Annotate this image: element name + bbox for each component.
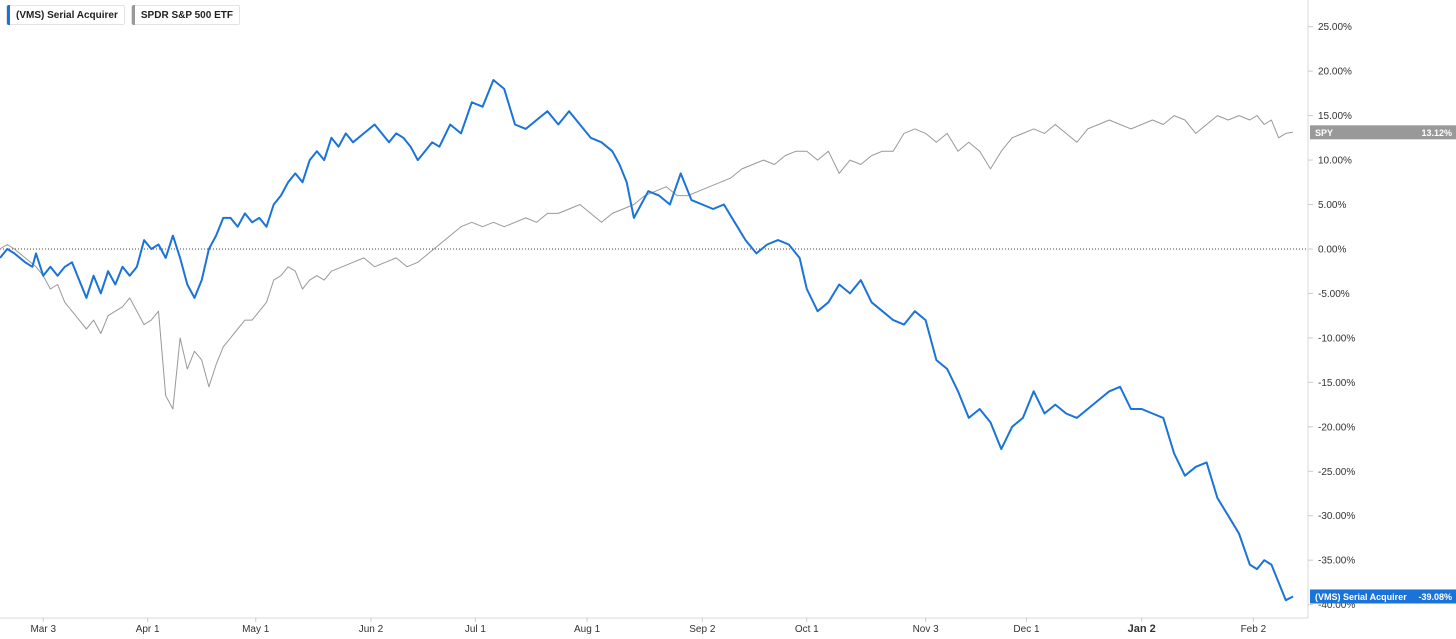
- legend-item-vms[interactable]: (VMS) Serial Acquirer: [6, 5, 125, 25]
- y-tick-label: -20.00%: [1318, 422, 1355, 433]
- y-tick-label: -35.00%: [1318, 556, 1355, 567]
- legend-label-spy: SPDR S&P 500 ETF: [140, 9, 233, 21]
- y-tick-label: 0.00%: [1318, 244, 1346, 255]
- end-badge-spy: [1310, 125, 1456, 140]
- y-tick-label: -40.00%: [1318, 600, 1355, 611]
- x-tick-label: Jan 2: [1128, 623, 1156, 634]
- end-badge-value-spy: 13.12%: [1421, 128, 1452, 138]
- y-tick-label: -5.00%: [1318, 289, 1350, 300]
- end-badge-name-vms: (VMS) Serial Acquirer: [1315, 592, 1407, 602]
- legend-label-vms: (VMS) Serial Acquirer: [16, 9, 118, 21]
- y-tick-label: 15.00%: [1318, 111, 1352, 122]
- y-tick-label: -25.00%: [1318, 467, 1355, 478]
- y-tick-label: 5.00%: [1318, 200, 1346, 211]
- legend: (VMS) Serial Acquirer SPDR S&P 500 ETF: [6, 5, 240, 25]
- end-badge-value-vms: -39.08%: [1418, 592, 1452, 602]
- x-tick-label: Jul 1: [465, 624, 487, 634]
- y-tick-label: 20.00%: [1318, 67, 1352, 78]
- legend-swatch-vms: [7, 5, 10, 25]
- x-tick-label: Jun 2: [359, 624, 384, 634]
- y-tick-label: 10.00%: [1318, 156, 1352, 167]
- x-tick-label: Aug 1: [574, 624, 601, 634]
- y-tick-label: -15.00%: [1318, 378, 1355, 389]
- x-tick-label: May 1: [242, 624, 270, 634]
- series-line-spy: [0, 115, 1294, 410]
- end-badge-vms: [1310, 589, 1456, 604]
- y-tick-label: -10.00%: [1318, 333, 1355, 344]
- legend-swatch-spy: [131, 5, 135, 25]
- end-badge-name-spy: SPY: [1315, 128, 1333, 138]
- y-tick-label: -30.00%: [1318, 511, 1355, 522]
- y-tick-label: 25.00%: [1318, 22, 1352, 33]
- series-line-vms: [0, 79, 1294, 602]
- x-tick-label: Mar 3: [30, 624, 56, 634]
- x-tick-label: Nov 3: [913, 624, 940, 634]
- x-tick-label: Sep 2: [689, 624, 716, 634]
- x-tick-label: Dec 1: [1013, 624, 1040, 634]
- x-tick-label: Apr 1: [136, 624, 160, 634]
- x-tick-label: Oct 1: [795, 624, 819, 634]
- legend-item-spy[interactable]: SPDR S&P 500 ETF: [130, 5, 240, 25]
- x-tick-label: Feb 2: [1241, 624, 1267, 634]
